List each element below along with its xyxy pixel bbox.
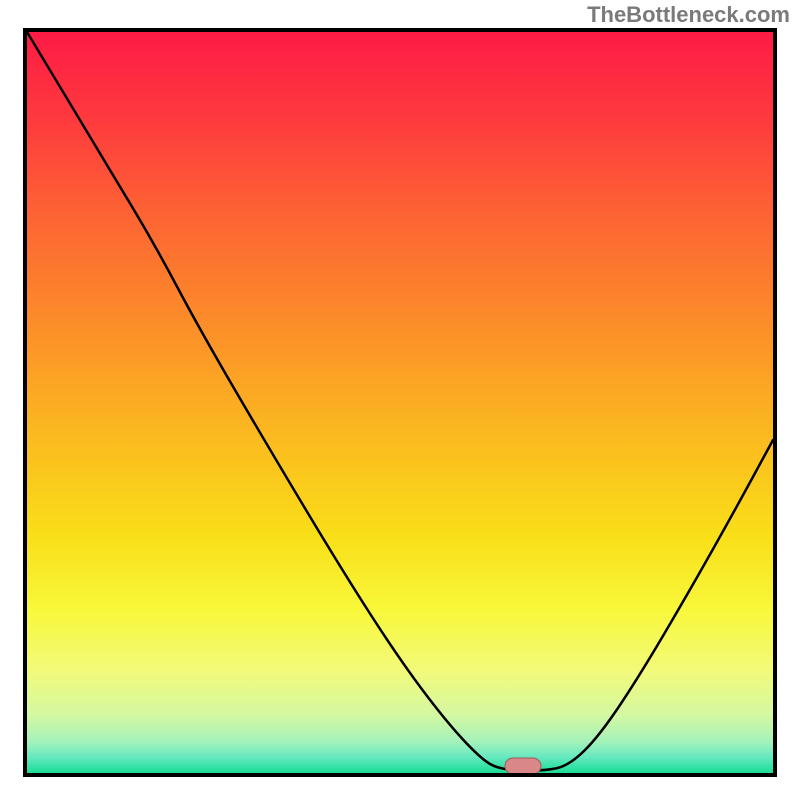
optimal-marker (505, 758, 541, 774)
plot-background-gradient (25, 30, 775, 775)
bottleneck-chart (0, 0, 800, 800)
chart-svg (0, 0, 800, 800)
watermark: TheBottleneck.com (587, 2, 790, 28)
